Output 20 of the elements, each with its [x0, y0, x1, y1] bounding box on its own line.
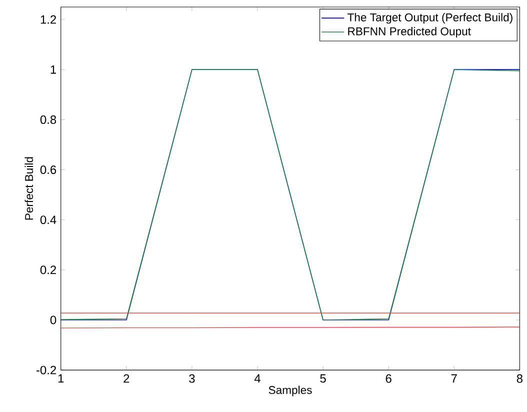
x-tick-label: 3 [189, 374, 195, 383]
x-tick-label: 1 [58, 374, 64, 383]
x-axis-title: Samples [268, 386, 312, 396]
legend-label: RBFNN Predicted Ouput [348, 27, 471, 38]
y-tick-label: 0.4 [40, 216, 56, 224]
y-tick-label: 0.2 [40, 266, 56, 274]
legend-label: The Target Output (Perfect Build) [348, 13, 512, 24]
x-tick-label: 4 [254, 374, 260, 383]
x-tick-label: 5 [320, 374, 326, 383]
y-tick-label: -0.2 [36, 366, 56, 374]
y-tick-label: 0.6 [40, 166, 56, 174]
y-axis-title: Perfect Build [24, 157, 34, 220]
y-tick-label: 0.8 [40, 115, 56, 124]
x-tick-label: 2 [124, 374, 130, 383]
y-tick-label: 0 [50, 316, 56, 324]
x-tick-label: 8 [516, 374, 522, 383]
x-tick-label: 6 [386, 374, 392, 383]
x-tick-label: 7 [451, 374, 457, 383]
y-tick-label: 1.2 [40, 15, 56, 24]
y-tick-label: 1 [50, 65, 56, 74]
